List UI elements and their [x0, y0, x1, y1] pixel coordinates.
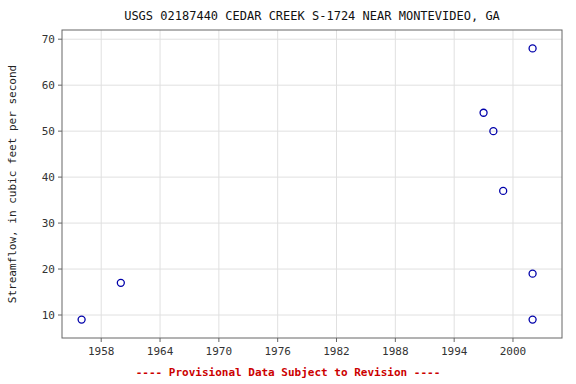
- x-tick-label: 1970: [206, 345, 233, 358]
- y-tick-label: 60: [42, 79, 55, 92]
- point: [529, 270, 536, 277]
- point: [529, 316, 536, 323]
- y-tick: [58, 269, 62, 270]
- y-tick-label: 20: [42, 263, 55, 276]
- y-tick-label: 70: [42, 33, 55, 46]
- x-tick: [218, 338, 219, 342]
- point: [500, 187, 507, 194]
- points: [78, 45, 536, 323]
- footnote: ---- Provisional Data Subject to Revisio…: [136, 366, 441, 379]
- plot-frame: [62, 30, 562, 338]
- y-grid-line: [62, 85, 562, 86]
- x-tick-label: 2000: [500, 345, 527, 358]
- x-tick: [512, 338, 513, 342]
- point: [529, 45, 536, 52]
- y-tick-label: 50: [42, 125, 55, 138]
- title: USGS 02187440 CEDAR CREEK S-1724 NEAR MO…: [124, 9, 500, 23]
- x-grid-line: [395, 30, 396, 338]
- x-tick-label: 1964: [147, 345, 174, 358]
- x-grid-line: [277, 30, 278, 338]
- x-tick: [395, 338, 396, 342]
- y-grid-line: [62, 315, 562, 316]
- x-tick-label: 1994: [441, 345, 468, 358]
- y-grid-line: [62, 223, 562, 224]
- x-tick-label: 1988: [382, 345, 409, 358]
- y-tick-label: 30: [42, 217, 55, 230]
- x-tick-label: 1958: [88, 345, 115, 358]
- y-tick: [58, 177, 62, 178]
- point: [78, 316, 85, 323]
- y-tick-label: 40: [42, 171, 55, 184]
- point: [480, 109, 487, 116]
- chart: 1958 1964 1970 1976 1982 1988 1994 2000 10 20 30 40…: [0, 0, 576, 384]
- point: [490, 128, 497, 135]
- y-tick: [58, 315, 62, 316]
- x-tick: [277, 338, 278, 342]
- grid: [62, 30, 562, 338]
- y-tick: [58, 39, 62, 40]
- x-grid-line: [454, 30, 455, 338]
- x-grid-line: [160, 30, 161, 338]
- x-tick: [336, 338, 337, 342]
- x-tick: [454, 338, 455, 342]
- x-grid-line: [336, 30, 337, 338]
- x-tick: [101, 338, 102, 342]
- point: [117, 279, 124, 286]
- x-grid-line: [218, 30, 219, 338]
- x-grid-line: [101, 30, 102, 338]
- x-tick-label: 1976: [264, 345, 291, 358]
- y-tick: [58, 223, 62, 224]
- y-grid-line: [62, 269, 562, 270]
- axes: 1958 1964 1970 1976 1982 1988 1994 2000 10 20 30 40…: [42, 33, 526, 358]
- x-tick-label: 1982: [323, 345, 350, 358]
- y-grid-line: [62, 131, 562, 132]
- y-grid-line: [62, 177, 562, 178]
- x-tick: [160, 338, 161, 342]
- y-axis-label: Streamflow, in cubic feet per second: [6, 65, 19, 303]
- x-grid-line: [512, 30, 513, 338]
- y-tick: [58, 85, 62, 86]
- y-tick-label: 10: [42, 309, 55, 322]
- y-tick: [58, 131, 62, 132]
- y-grid-line: [62, 39, 562, 40]
